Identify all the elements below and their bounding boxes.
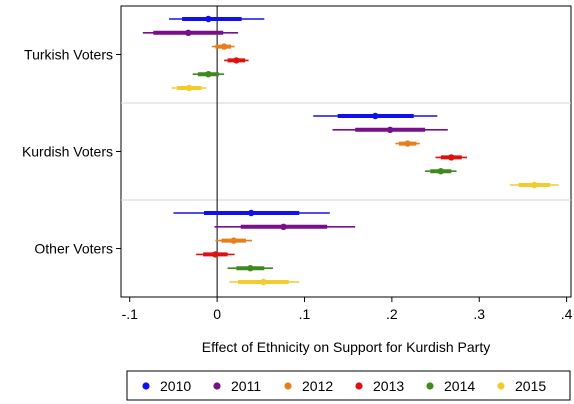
plot-area bbox=[120, 5, 572, 298]
estimate-kurdish-voters-2011 bbox=[332, 126, 448, 133]
estimate-turkish-voters-2014 bbox=[192, 71, 225, 78]
point-turkish-voters-2010 bbox=[205, 15, 212, 23]
estimate-marks bbox=[142, 15, 559, 286]
legend-item-2012: 2012 bbox=[284, 378, 333, 394]
legend-label: 2011 bbox=[231, 378, 261, 394]
point-kurdish-voters-2011 bbox=[386, 126, 394, 133]
y-tick-label-other-voters: Other Voters bbox=[34, 241, 113, 257]
point-kurdish-voters-2012 bbox=[404, 140, 411, 147]
estimate-other-voters-2012 bbox=[215, 237, 253, 244]
point-turkish-voters-2011 bbox=[185, 29, 192, 36]
estimate-other-voters-2010 bbox=[173, 209, 330, 217]
legend-item-2011: 2011 bbox=[213, 378, 261, 394]
x-tick-label: .3 bbox=[473, 306, 485, 322]
x-tick-label: .4 bbox=[561, 306, 573, 322]
x-tick-label: 0 bbox=[213, 306, 221, 322]
legend-item-2014: 2014 bbox=[426, 378, 475, 394]
legend-marker bbox=[142, 382, 150, 390]
legend-item-2015: 2015 bbox=[497, 378, 546, 394]
estimate-other-voters-2014 bbox=[227, 265, 274, 272]
estimate-turkish-voters-2010 bbox=[169, 15, 265, 23]
estimate-turkish-voters-2012 bbox=[211, 43, 235, 50]
point-turkish-voters-2014 bbox=[205, 71, 212, 78]
x-tick-label: .1 bbox=[299, 306, 311, 322]
point-other-voters-2015 bbox=[260, 278, 267, 286]
y-tick-label-turkish-voters: Turkish Voters bbox=[24, 47, 113, 63]
point-other-voters-2012 bbox=[230, 237, 237, 244]
legend-label: 2013 bbox=[373, 378, 404, 394]
estimate-kurdish-voters-2013 bbox=[435, 154, 468, 161]
group-separators bbox=[121, 102, 571, 201]
legend-marker bbox=[284, 382, 292, 390]
estimate-kurdish-voters-2014 bbox=[425, 168, 457, 175]
estimate-kurdish-voters-2015 bbox=[509, 181, 559, 189]
point-kurdish-voters-2014 bbox=[437, 168, 445, 175]
point-other-voters-2010 bbox=[247, 209, 255, 217]
estimate-other-voters-2015 bbox=[229, 278, 300, 286]
point-turkish-voters-2015 bbox=[185, 84, 193, 92]
estimate-kurdish-voters-2012 bbox=[395, 140, 420, 147]
point-other-voters-2014 bbox=[247, 265, 254, 272]
legend: 2010 2011 2012 2013 2014 2015 bbox=[142, 378, 546, 394]
x-axis: -.1 0 .1 .2 .3 .4 bbox=[122, 297, 573, 322]
y-axis: Turkish Voters Kurdish Voters Other Voters bbox=[22, 47, 121, 257]
x-tick-label: -.1 bbox=[122, 306, 139, 322]
point-turkish-voters-2012 bbox=[220, 43, 228, 50]
point-kurdish-voters-2010 bbox=[372, 112, 379, 120]
estimate-other-voters-2013 bbox=[196, 251, 235, 258]
estimate-kurdish-voters-2010 bbox=[313, 112, 438, 120]
legend-marker bbox=[213, 382, 221, 390]
legend-label: 2010 bbox=[160, 378, 191, 394]
legend-item-2013: 2013 bbox=[355, 378, 404, 394]
point-other-voters-2011 bbox=[280, 223, 287, 230]
point-kurdish-voters-2015 bbox=[531, 181, 538, 189]
legend-marker bbox=[497, 382, 505, 390]
point-kurdish-voters-2013 bbox=[448, 154, 455, 161]
legend-label: 2012 bbox=[302, 378, 333, 394]
y-tick-label-kurdish-voters: Kurdish Voters bbox=[22, 144, 113, 160]
legend-label: 2014 bbox=[444, 378, 475, 394]
x-axis-title: Effect of Ethnicity on Support for Kurdi… bbox=[202, 339, 490, 355]
estimate-other-voters-2011 bbox=[214, 223, 356, 230]
estimate-turkish-voters-2015 bbox=[171, 84, 207, 92]
legend-marker bbox=[426, 382, 434, 390]
point-other-voters-2013 bbox=[212, 251, 219, 258]
x-tick-label: .2 bbox=[386, 306, 398, 322]
legend-label: 2015 bbox=[515, 378, 546, 394]
legend-item-2010: 2010 bbox=[142, 378, 191, 394]
estimate-turkish-voters-2011 bbox=[142, 29, 239, 36]
point-turkish-voters-2013 bbox=[233, 57, 240, 64]
legend-marker bbox=[355, 382, 363, 390]
legend-box bbox=[126, 370, 571, 401]
estimate-turkish-voters-2013 bbox=[224, 57, 249, 64]
